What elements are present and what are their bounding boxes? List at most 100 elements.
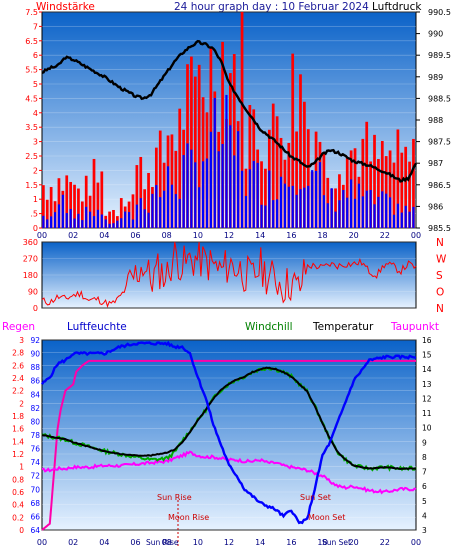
- wind-y-tick: 1: [33, 195, 38, 204]
- legend-luftfeuchte: Luftfeuchte: [67, 321, 127, 333]
- climate-x-tick: 06: [130, 538, 140, 547]
- wind-y-tick: 6.5: [25, 37, 38, 46]
- wind-gust-bar: [112, 209, 115, 228]
- wind-x-tick: 06: [130, 231, 140, 240]
- wind-avg-bar: [377, 196, 380, 228]
- wind-x-tick: 18: [317, 231, 327, 240]
- wind-avg-bar: [221, 143, 224, 228]
- wind-avg-bar: [276, 199, 279, 228]
- wind-avg-bar: [396, 203, 399, 228]
- rain-y-tick: 2: [19, 399, 24, 408]
- wind-x-tick: 00: [37, 231, 47, 240]
- pressure-y-tick: 988: [428, 116, 443, 125]
- sun-set-bottom-label: Sun Set: [322, 538, 351, 547]
- wind-gust-bar: [73, 184, 76, 228]
- wind-x-tick: 12: [224, 231, 234, 240]
- wind-avg-bar: [225, 94, 228, 228]
- wind-gust-bar: [84, 175, 88, 228]
- wind-panel-right-title: Luftdruck: [372, 1, 422, 13]
- temperature-y-tick: 3: [422, 526, 427, 535]
- pressure-y-tick: 988.5: [428, 94, 451, 103]
- direction-letter: N: [436, 303, 444, 315]
- wind-gust-bar: [143, 189, 147, 228]
- wind-avg-bar: [92, 216, 96, 228]
- temperature-line: [41, 366, 417, 471]
- direction-grid: [42, 241, 416, 309]
- wind-avg-bar: [295, 194, 298, 228]
- wind-avg-bar: [303, 187, 306, 228]
- climate-x-tick: 00: [411, 538, 421, 547]
- wind-gust-bar: [377, 159, 380, 228]
- wind-avg-bar: [73, 218, 76, 228]
- wind-avg-bar: [100, 214, 103, 228]
- pressure-y-tick: 990: [428, 30, 443, 39]
- climate-x-tick: 22: [380, 538, 390, 547]
- wind-gust-bar: [178, 108, 182, 228]
- wind-avg-bar: [248, 169, 251, 228]
- wind-avg-bar: [190, 149, 193, 228]
- temperature-y-tick: 7: [422, 468, 427, 477]
- temperature-y-axis: 3 4 5 6 7 8 9 10 11 12 13 14 15 16: [422, 336, 432, 535]
- humidity-y-tick: 66: [30, 512, 40, 521]
- wind-gust-bar: [353, 148, 357, 228]
- pressure-y-tick: 990.5: [428, 8, 451, 17]
- temperature-y-tick: 5: [422, 497, 427, 506]
- wind-avg-bar: [268, 170, 271, 228]
- pressure-y-axis: 985.5 986 986.5 987 987.5 988 988.5 989 989.5 990…: [416, 8, 451, 233]
- wind-gust-bar: [275, 116, 279, 228]
- humidity-line: [40, 340, 417, 525]
- wind-avg-bar: [77, 213, 80, 228]
- climate-x-tick: 20: [349, 538, 359, 547]
- wind-gust-bar: [92, 158, 96, 228]
- wind-avg-bar: [131, 219, 135, 228]
- direction-plot-area: [41, 241, 417, 309]
- humidity-y-tick: 74: [30, 458, 40, 467]
- climate-x-tick: 04: [99, 538, 109, 547]
- climate-x-tick: 16: [286, 538, 296, 547]
- humidity-y-tick: 86: [30, 377, 40, 386]
- wind-avg-bar: [69, 208, 72, 228]
- wind-y-tick: 4.5: [25, 94, 38, 103]
- pressure-y-tick: 987.5: [428, 138, 451, 147]
- moon-rise-label: Moon Rise: [168, 513, 209, 522]
- climate-x-tick: 10: [193, 538, 203, 547]
- wind-avg-bar: [205, 158, 209, 228]
- wind-gust-bar: [373, 134, 376, 228]
- pressure-y-tick: 989: [428, 73, 443, 82]
- direction-y-tick: 270: [23, 255, 38, 264]
- wind-y-tick: .5: [30, 210, 38, 219]
- wind-y-tick: 2.5: [25, 152, 38, 161]
- climate-grid: [42, 339, 416, 531]
- wind-gust-bar: [361, 138, 365, 228]
- wind-avg-bar: [96, 209, 99, 228]
- moon-set-label: Moon Set: [308, 513, 345, 522]
- direction-y-tick: 360: [23, 238, 38, 247]
- rain-y-tick: 1.2: [12, 450, 24, 459]
- wind-gust-bar: [45, 199, 49, 228]
- wind-avg-bar: [381, 191, 384, 228]
- wind-y-tick: 3.5: [25, 123, 38, 132]
- wind-gust-bar: [322, 152, 326, 228]
- humidity-y-tick: 76: [30, 445, 40, 454]
- wind-avg-bar: [373, 204, 376, 228]
- wind-avg-bar: [287, 186, 290, 228]
- wind-y-tick: 5: [33, 80, 38, 89]
- temperature-y-tick: 14: [422, 365, 432, 374]
- wind-gust-bar: [69, 181, 72, 228]
- humidity-y-tick: 78: [30, 431, 40, 440]
- wind-avg-bar: [346, 197, 349, 228]
- climate-x-axis: 00 02 04 06 08 10 12 14 16 18 20 22 00: [37, 538, 421, 547]
- humidity-y-tick: 64: [30, 526, 40, 535]
- rain-line: [41, 359, 416, 531]
- pressure-y-tick: 989.5: [428, 51, 451, 60]
- climate-x-tick: 18: [317, 538, 327, 547]
- wind-x-axis: 00 02 04 06 08 10 12 14 16 18 20 22 00: [37, 231, 421, 240]
- wind-avg-bar: [166, 166, 170, 228]
- temperature-y-tick: 4: [422, 511, 427, 520]
- direction-letter: S: [436, 270, 443, 282]
- wind-avg-bar: [139, 198, 142, 228]
- wind-avg-bar: [120, 218, 123, 228]
- climate-x-tick: 02: [68, 538, 78, 547]
- wind-gust-bar: [388, 150, 392, 228]
